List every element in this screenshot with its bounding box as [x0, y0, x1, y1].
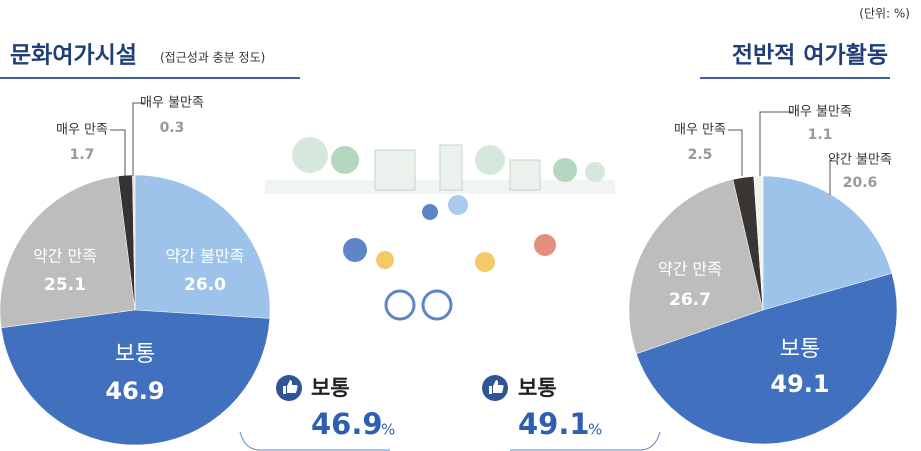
chart-subtitle: (접근성과 충분 정도)	[160, 51, 265, 65]
leader-line	[110, 129, 126, 176]
slice-label: 약간 불만족	[828, 153, 892, 168]
pie-slice	[628, 179, 764, 355]
slice-value: 0.3	[160, 120, 185, 136]
pie-slice	[134, 174, 271, 319]
slice-value: 46.9	[105, 377, 164, 405]
unit-note: (단위: %)	[859, 7, 910, 21]
slice-label: 매우 불만족	[140, 96, 204, 111]
thumb-shape	[489, 380, 504, 394]
slice-value: 49.1	[770, 370, 829, 398]
slice-value: 20.6	[843, 175, 878, 191]
slice-label: 매우 불만족	[788, 105, 852, 120]
leader-line	[829, 159, 832, 195]
pie-slice	[762, 175, 893, 311]
slice-label: 매우 만족	[674, 123, 726, 138]
slice-label: 약간 만족	[33, 247, 97, 266]
leader-line	[132, 102, 144, 176]
slice-label: 약간 불만족	[166, 247, 245, 266]
highlight-label: 보통	[311, 376, 350, 400]
highlight-unit: %	[588, 421, 602, 439]
leader-line	[759, 111, 792, 176]
slice-label: 보통	[780, 337, 820, 362]
slice-value: 26.7	[669, 290, 711, 310]
slice-value: 25.1	[44, 275, 86, 295]
illustration	[239, 137, 661, 451]
slice-value: 26.0	[184, 275, 226, 295]
pie-slice	[0, 175, 136, 329]
chart-title: 전반적 여가활동	[732, 43, 888, 69]
slice-label: 약간 만족	[658, 260, 722, 279]
highlight-label: 보통	[518, 376, 557, 400]
highlight-value: 49.1	[518, 407, 590, 441]
pie-slice	[132, 174, 136, 311]
slice-label: 보통	[115, 342, 155, 367]
leader-line	[728, 129, 743, 176]
thumb-shape	[283, 380, 298, 394]
pie-slice	[636, 273, 898, 445]
highlight-value: 46.9	[311, 407, 383, 441]
pie-slice	[0, 309, 270, 446]
slice-value: 1.1	[808, 127, 833, 143]
chart-title: 문화여가시설	[10, 43, 137, 69]
pie-slice	[753, 175, 764, 311]
slice-value: 1.7	[70, 147, 95, 163]
slice-label: 매우 만족	[56, 123, 108, 138]
slice-value: 2.5	[688, 147, 713, 163]
highlight-unit: %	[381, 421, 395, 439]
